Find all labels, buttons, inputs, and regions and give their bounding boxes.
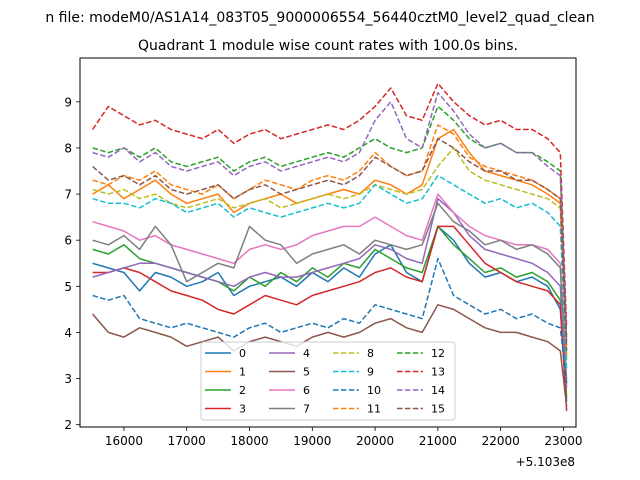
y-tick-label: 8	[64, 141, 72, 155]
x-offset-label: +5.103e8	[516, 455, 575, 469]
series-line-6	[92, 193, 568, 379]
y-tick-label: 9	[64, 95, 72, 109]
series-line-7	[92, 202, 568, 384]
plot-frame	[79, 57, 577, 428]
x-axis: 16000 17000 18000 19000 20000 21000 22000 23000	[105, 427, 583, 448]
legend-label-1: 1	[239, 366, 246, 379]
x-tick-label: 17000	[168, 434, 206, 448]
legend-label-3: 3	[239, 403, 246, 416]
x-tick-label: 21000	[419, 434, 457, 448]
series-line-8	[92, 147, 568, 361]
legend-label-12: 12	[431, 347, 445, 360]
series-line-14	[92, 91, 568, 342]
legend-label-9: 9	[367, 366, 374, 379]
series-line-10	[92, 257, 568, 384]
legend-label-13: 13	[431, 366, 445, 379]
series-line-11	[92, 124, 568, 347]
series-line-0	[92, 225, 568, 402]
legend-label-2: 2	[239, 384, 246, 397]
y-tick-label: 6	[64, 234, 72, 248]
legend-label-14: 14	[431, 384, 445, 397]
series-line-13	[91, 82, 568, 328]
legend-box	[200, 341, 456, 421]
series-line-1	[92, 128, 568, 356]
y-tick-label: 2	[64, 418, 72, 432]
legend-label-6: 6	[303, 384, 310, 397]
figure-suptitle: n file: modeM0/AS1A14_083T05_9000006554_…	[45, 10, 594, 26]
legend-label-4: 4	[303, 347, 310, 360]
series-line-4	[92, 197, 568, 388]
legend-label-0: 0	[239, 347, 246, 360]
series-line-9	[92, 174, 568, 370]
legend-label-5: 5	[303, 366, 310, 379]
y-tick-label: 5	[64, 280, 72, 294]
x-tick-label: 16000	[105, 434, 143, 448]
x-tick-label: 23000	[544, 434, 582, 448]
legend-label-11: 11	[367, 403, 381, 416]
y-tick-label: 7	[64, 188, 72, 202]
series-line-15	[92, 137, 568, 351]
x-tick-label: 19000	[293, 434, 331, 448]
x-tick-label: 22000	[482, 434, 520, 448]
legend-label-8: 8	[367, 347, 374, 360]
x-tick-label: 20000	[356, 434, 394, 448]
x-tick-label: 18000	[230, 434, 268, 448]
legend-label-15: 15	[431, 403, 445, 416]
legend-label-7: 7	[303, 403, 310, 416]
series-lines	[91, 82, 568, 411]
chart-title: Quadrant 1 module wise count rates with …	[138, 38, 518, 54]
y-tick-label: 3	[64, 372, 72, 386]
y-axis: 2 3 4 5 6 7 8 9	[64, 95, 80, 432]
legend-label-10: 10	[367, 384, 381, 397]
y-tick-label: 4	[64, 326, 72, 340]
series-line-5	[92, 304, 568, 407]
series-line-3	[92, 225, 568, 411]
